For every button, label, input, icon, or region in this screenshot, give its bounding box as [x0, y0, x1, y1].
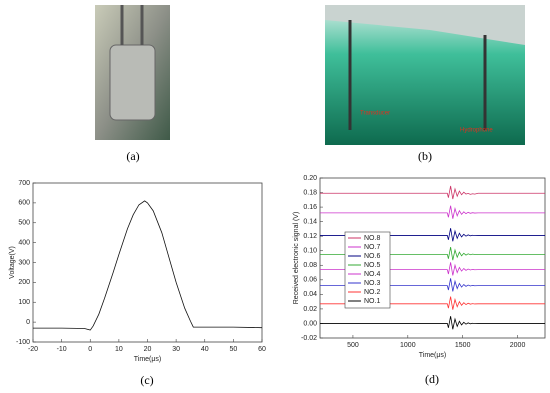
y-tick-label: 600 [18, 200, 30, 207]
photo-b: Transducer Hydrophone [325, 5, 525, 145]
y-tick-label: 0.08 [303, 262, 317, 269]
data-line [320, 262, 545, 276]
data-line [33, 200, 263, 331]
x-tick-label: 60 [258, 346, 266, 353]
legend-label: NO.6 [364, 253, 380, 260]
data-line [320, 185, 545, 200]
x-tick-label: 0 [88, 346, 92, 353]
plot-frame [32, 182, 263, 343]
legend-label: NO.2 [364, 289, 380, 296]
y-tick-label: 0 [26, 319, 30, 326]
y-tick-label: 100 [18, 299, 30, 306]
legend-box [344, 231, 391, 309]
y-tick-label: -100 [16, 339, 30, 346]
x-tick-label: -20 [28, 346, 38, 353]
photo-label: Transducer [360, 111, 390, 117]
panel-label: (d) [425, 372, 439, 386]
panel-label: (a) [126, 149, 139, 163]
x-tick-label: 1500 [455, 342, 471, 349]
legend-label: NO.8 [364, 235, 380, 242]
y-axis-label: Voltage(V) [9, 246, 16, 279]
y-tick-label: 200 [18, 279, 30, 286]
data-line [320, 316, 545, 330]
x-tick-label: 30 [172, 346, 180, 353]
x-tick-label: 50 [229, 346, 237, 353]
legend-label: NO.1 [364, 298, 380, 305]
legend-label: NO.4 [364, 271, 380, 278]
y-tick-label: 0.20 [303, 175, 317, 182]
x-tick-label: -10 [57, 346, 67, 353]
y-tick-label: 0.02 [303, 306, 317, 313]
y-tick-label: 0.10 [303, 248, 317, 255]
y-tick-label: 0.12 [303, 233, 317, 240]
y-tick-label: 0.16 [303, 204, 317, 211]
y-tick-label: 400 [18, 239, 30, 246]
data-line [320, 205, 545, 219]
photo-label: Hydrophone [460, 128, 493, 134]
legend-label: NO.7 [364, 244, 380, 251]
y-tick-label: 700 [18, 180, 30, 187]
x-tick-label: 20 [144, 346, 152, 353]
y-tick-label: 0.06 [303, 277, 317, 284]
plot-frame [319, 177, 546, 339]
y-tick-label: 300 [18, 259, 30, 266]
y-tick-label: 0.14 [303, 218, 317, 225]
data-line [320, 296, 545, 310]
x-tick-label: 2000 [510, 342, 526, 349]
data-line [320, 228, 545, 242]
x-axis-label: Time(μs) [419, 352, 447, 359]
y-tick-label: 0.04 [303, 291, 317, 298]
y-tick-label: 500 [18, 220, 30, 227]
x-tick-label: 40 [201, 346, 209, 353]
panel-label: (b) [418, 149, 432, 163]
x-tick-label: 10 [115, 346, 123, 353]
y-axis-label: Received electronic signal (V) [293, 212, 300, 305]
x-axis-label: Time(μs) [134, 356, 162, 363]
y-tick-label: -0.02 [301, 335, 317, 342]
x-tick-label: 500 [347, 342, 359, 349]
panel-label: (c) [140, 373, 153, 387]
y-tick-label: 0.18 [303, 189, 317, 196]
photo-a [95, 5, 170, 140]
data-line [320, 247, 545, 261]
x-tick-label: 1000 [400, 342, 416, 349]
y-tick-label: 0.00 [303, 320, 317, 327]
legend-label: NO.3 [364, 280, 380, 287]
data-line [320, 278, 545, 292]
legend-label: NO.5 [364, 262, 380, 269]
